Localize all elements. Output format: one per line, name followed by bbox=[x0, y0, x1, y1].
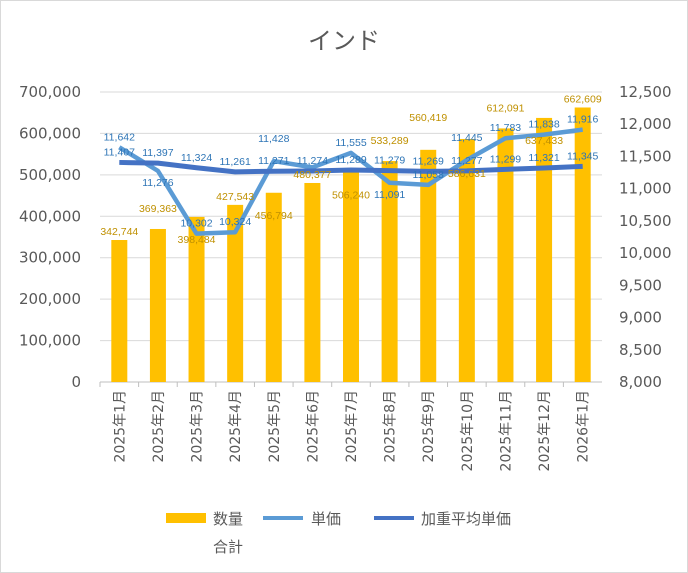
bar-quantity bbox=[574, 107, 591, 383]
chart-title: インド bbox=[308, 27, 380, 55]
x-tick-label: 2025年2月 bbox=[151, 390, 167, 463]
bar-data-label: 637,433 bbox=[525, 135, 563, 147]
legend-swatch-quantity bbox=[166, 513, 206, 523]
x-tick-label: 2025年5月 bbox=[267, 390, 283, 463]
bar-data-label: 427,543 bbox=[216, 191, 254, 203]
bar-quantity bbox=[265, 192, 282, 382]
line-data-label: 11,324 bbox=[181, 152, 212, 164]
bar-data-label: 398,484 bbox=[178, 234, 216, 246]
x-tick-label: 2025年11月 bbox=[498, 390, 514, 471]
line-data-label: 11,407 bbox=[104, 146, 135, 158]
line-data-label: 11,299 bbox=[490, 153, 521, 165]
line-data-label: 11,445 bbox=[451, 132, 482, 144]
line-data-label: 11,261 bbox=[219, 156, 250, 168]
bar-quantity bbox=[458, 138, 475, 382]
line-data-label: 11,397 bbox=[142, 147, 173, 159]
x-tick-label: 2026年1月 bbox=[576, 390, 592, 463]
line-data-label: 11,269 bbox=[413, 155, 444, 167]
bar-quantity bbox=[381, 161, 398, 382]
line-data-label: 11,783 bbox=[490, 122, 521, 134]
right-tick-label: 9,000 bbox=[619, 309, 662, 327]
bar-data-label: 342,744 bbox=[100, 226, 138, 238]
bar-data-label: 560,419 bbox=[409, 112, 447, 124]
right-tick-label: 8,000 bbox=[619, 373, 662, 391]
x-tick-label: 2025年8月 bbox=[383, 390, 399, 463]
bar-data-label: 533,289 bbox=[371, 135, 409, 147]
left-tick-label: 600,000 bbox=[19, 124, 81, 142]
bar-quantity bbox=[536, 117, 553, 382]
bar-quantity bbox=[149, 228, 166, 382]
x-tick-label: 2025年6月 bbox=[305, 390, 321, 463]
bar-data-label: 506,240 bbox=[332, 189, 370, 201]
legend-label-quantity: 数量 bbox=[213, 510, 243, 528]
line-data-label: 11,428 bbox=[258, 133, 289, 145]
line-data-label: 10,302 bbox=[180, 218, 212, 230]
right-tick-label: 11,000 bbox=[619, 180, 672, 198]
line-data-label: 11,642 bbox=[104, 131, 135, 143]
line-data-label: 11,276 bbox=[142, 177, 173, 189]
legend-label-weighted-avg: 加重平均単価 bbox=[421, 510, 511, 528]
x-tick-label: 2025年7月 bbox=[344, 390, 360, 463]
x-tick-label: 2025年12月 bbox=[537, 390, 553, 471]
legend-label-total: 合計 bbox=[213, 538, 243, 556]
bar-data-label: 456,794 bbox=[255, 210, 293, 222]
left-tick-label: 100,000 bbox=[19, 332, 81, 350]
x-tick-label: 2025年3月 bbox=[190, 390, 206, 463]
line-data-label: 11,271 bbox=[258, 155, 289, 167]
line-data-label: 11,345 bbox=[567, 150, 598, 162]
left-tick-label: 0 bbox=[71, 373, 81, 391]
line-data-label: 11,091 bbox=[374, 189, 405, 201]
left-tick-label: 500,000 bbox=[19, 166, 81, 184]
bar-quantity bbox=[343, 172, 359, 382]
line-data-label: 11,279 bbox=[374, 155, 405, 167]
right-tick-label: 12,500 bbox=[619, 83, 672, 101]
bar-quantity bbox=[188, 216, 205, 382]
line-data-label: 11,274 bbox=[297, 155, 328, 167]
right-tick-label: 11,500 bbox=[619, 147, 672, 165]
x-tick-label: 2025年9月 bbox=[421, 390, 437, 463]
bar-data-label: 662,609 bbox=[564, 93, 602, 105]
bar-quantity bbox=[497, 128, 514, 382]
line-data-label: 11,916 bbox=[567, 114, 598, 126]
right-tick-label: 9,500 bbox=[619, 276, 662, 294]
right-tick-label: 8,500 bbox=[619, 341, 662, 359]
bar-data-label: 612,091 bbox=[486, 102, 524, 114]
bar-data-label: 369,363 bbox=[139, 203, 177, 215]
x-tick-label: 2025年4月 bbox=[228, 390, 244, 463]
legend-label-unit-price: 単価 bbox=[311, 510, 341, 528]
left-tick-label: 300,000 bbox=[19, 249, 81, 267]
bar-quantity bbox=[304, 182, 321, 382]
bar-data-label: 586,631 bbox=[448, 168, 486, 180]
bar-data-label: 480,377 bbox=[293, 169, 331, 181]
left-tick-label: 200,000 bbox=[19, 290, 81, 308]
line-data-label: 11,555 bbox=[335, 137, 366, 149]
left-tick-label: 700,000 bbox=[19, 83, 81, 101]
line-data-label: 11,058 bbox=[413, 169, 444, 181]
right-tick-label: 12,000 bbox=[619, 115, 672, 133]
x-tick-label: 2025年10月 bbox=[460, 390, 476, 471]
line-data-label: 11,321 bbox=[528, 152, 559, 164]
line-data-label: 11,289 bbox=[335, 154, 366, 166]
bar-quantity bbox=[227, 204, 244, 382]
bar-quantity bbox=[420, 149, 437, 382]
line-data-label: 11,277 bbox=[451, 155, 482, 167]
right-tick-label: 10,000 bbox=[619, 244, 672, 262]
line-data-label: 10,324 bbox=[219, 216, 251, 228]
right-tick-label: 10,500 bbox=[619, 212, 672, 230]
x-tick-label: 2025年1月 bbox=[112, 390, 128, 463]
line-data-label: 11,838 bbox=[528, 119, 559, 131]
left-tick-label: 400,000 bbox=[19, 207, 81, 225]
bar-quantity bbox=[111, 240, 128, 382]
